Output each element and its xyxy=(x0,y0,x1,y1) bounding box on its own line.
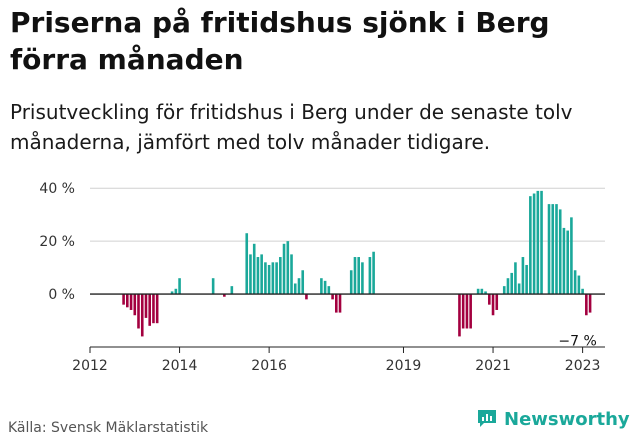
bar xyxy=(491,294,495,316)
bar xyxy=(525,264,528,295)
axes xyxy=(89,293,605,353)
bar xyxy=(178,278,181,295)
x-tick-label: 2016 xyxy=(251,358,287,374)
bar xyxy=(555,204,558,295)
source-note: Källa: Svensk Mäklarstatistik xyxy=(8,420,209,436)
bar xyxy=(476,288,480,295)
bar xyxy=(133,294,137,316)
bar xyxy=(286,241,290,295)
bar xyxy=(271,262,275,295)
bar xyxy=(529,196,532,295)
newsworthy-logo-icon xyxy=(478,410,496,427)
bar xyxy=(502,286,506,295)
y-tick-label: 0 % xyxy=(48,287,75,303)
bar xyxy=(129,294,133,310)
bar xyxy=(372,251,375,295)
bar xyxy=(155,294,159,324)
x-tick-label: 2012 xyxy=(72,358,108,374)
bar xyxy=(514,262,517,295)
bar xyxy=(521,257,525,295)
bar xyxy=(230,286,234,295)
bar xyxy=(551,204,555,295)
chart-subtitle: Prisutveckling för fritidshus i Berg und… xyxy=(10,100,573,154)
bar xyxy=(368,257,372,295)
bar xyxy=(174,288,178,295)
bar xyxy=(290,254,293,295)
bar xyxy=(353,257,357,295)
bar xyxy=(495,294,499,310)
bar xyxy=(256,257,260,295)
bar xyxy=(301,270,305,295)
y-tick-label: 20 % xyxy=(39,234,75,250)
bar xyxy=(122,294,125,305)
bar xyxy=(536,190,540,295)
bar xyxy=(547,204,551,295)
bar xyxy=(264,262,267,295)
bar xyxy=(357,257,360,295)
bar xyxy=(562,227,566,295)
bar xyxy=(275,262,278,295)
bar xyxy=(279,257,282,295)
bar-chart: 40 % 20 % 0 % 2012 2014 2016 2019 2021 2023 −7 % xyxy=(39,181,605,374)
bar xyxy=(573,270,577,295)
bar xyxy=(170,291,174,295)
newsworthy-logo: Newsworthy xyxy=(476,408,630,430)
bar xyxy=(469,294,472,329)
bar xyxy=(144,294,148,318)
newsworthy-logo-text: Newsworthy xyxy=(504,408,630,430)
bar xyxy=(267,264,271,295)
bar xyxy=(223,294,226,297)
bar xyxy=(297,278,301,295)
bar xyxy=(349,270,353,295)
bar xyxy=(245,233,249,295)
bar xyxy=(484,291,487,295)
bar xyxy=(510,272,514,295)
bar xyxy=(249,254,252,295)
bar xyxy=(480,288,484,295)
bar xyxy=(532,193,536,295)
bar xyxy=(305,294,308,300)
bar xyxy=(540,190,543,295)
bar xyxy=(260,254,263,295)
bar xyxy=(252,243,256,295)
bar xyxy=(581,288,584,295)
bar xyxy=(140,294,144,337)
bar xyxy=(338,294,342,313)
bar xyxy=(320,278,323,295)
bar xyxy=(293,283,297,295)
bar xyxy=(577,275,581,295)
bar xyxy=(465,294,469,329)
bar xyxy=(361,262,364,295)
bar xyxy=(558,209,562,295)
tick-labels: 40 % 20 % 0 % 2012 2014 2016 2019 2021 2023 −7 % xyxy=(39,181,600,374)
bar xyxy=(566,230,569,295)
bar xyxy=(506,278,510,295)
bar xyxy=(331,294,334,300)
bar xyxy=(335,294,338,313)
bar xyxy=(461,294,465,329)
x-tick-label: 2021 xyxy=(475,358,511,374)
bar xyxy=(148,294,151,326)
x-tick-label: 2019 xyxy=(386,358,422,374)
bar xyxy=(282,243,286,295)
bar xyxy=(585,294,588,316)
bar xyxy=(152,294,155,324)
bar xyxy=(323,280,327,295)
x-tick-label: 2014 xyxy=(162,358,198,374)
bar xyxy=(327,286,331,295)
bar xyxy=(211,278,215,295)
gridlines xyxy=(90,187,605,242)
bar xyxy=(458,294,461,337)
bar xyxy=(570,217,573,295)
bar xyxy=(488,294,491,305)
bar xyxy=(126,294,129,308)
x-tick-label: 2023 xyxy=(565,358,601,374)
bars xyxy=(122,190,592,337)
bar xyxy=(517,283,521,295)
bar xyxy=(588,294,592,313)
last-value-label: −7 % xyxy=(558,334,596,350)
chart-title: Priserna på fritidshus sjönk i Berg förr… xyxy=(10,6,550,76)
y-tick-label: 40 % xyxy=(39,181,75,197)
bar xyxy=(137,294,140,329)
